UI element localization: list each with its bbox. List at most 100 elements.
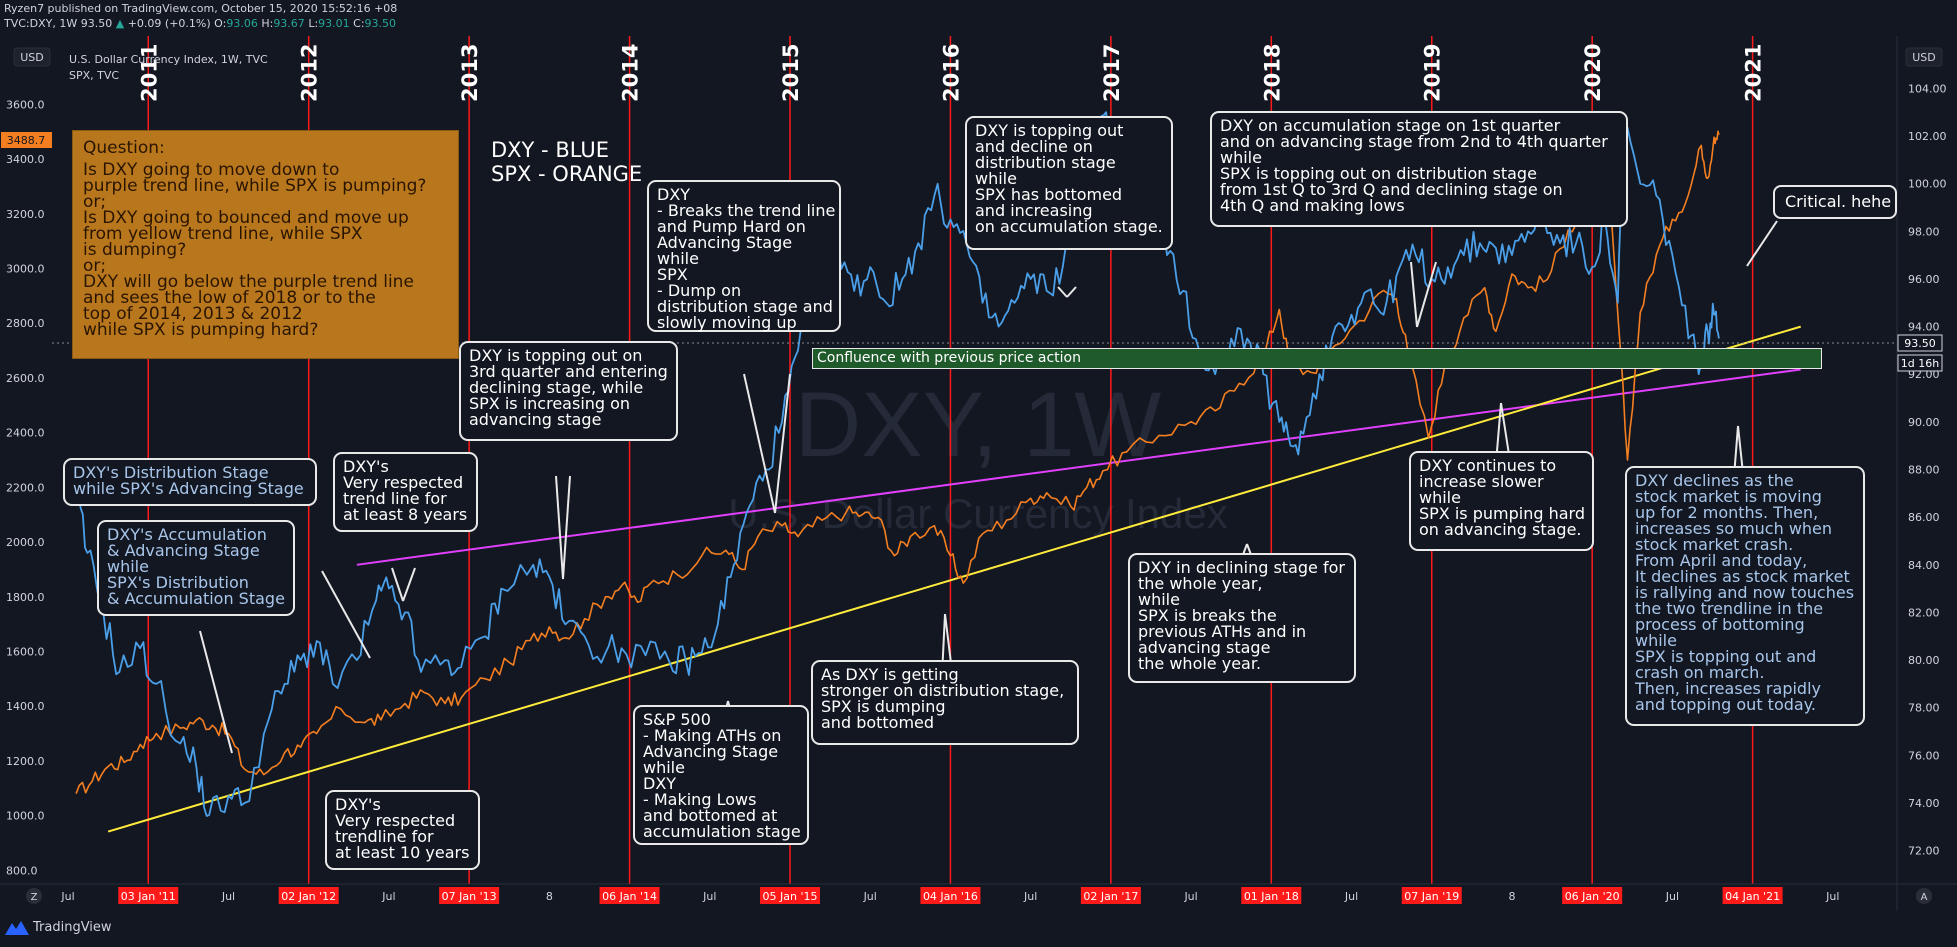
annotation-line: the two trendline in the (1635, 599, 1824, 618)
left-currency-badge (13, 47, 51, 67)
x-tick-label: Jul (702, 890, 716, 903)
low-label: L: (308, 17, 319, 30)
legend-overlay-series[interactable]: SPX, TVC (69, 69, 120, 82)
year-marker-label: 2012 (298, 44, 322, 102)
annotation-line: 4th Q and making lows (1220, 196, 1405, 215)
annotation-line: It declines as stock market (1635, 567, 1850, 586)
annotation-line: and on advancing stage from 2nd to 4th q… (1220, 132, 1608, 151)
annotation-line: DXY (643, 774, 677, 793)
year-marker-label: 2013 (458, 44, 482, 102)
tradingview-logo[interactable]: TradingView (5, 919, 112, 935)
annotation-line: while (1220, 148, 1262, 167)
annotation-line: 3rd quarter and entering (469, 362, 668, 381)
annotation-line: while SPX's Advancing Stage (73, 479, 304, 498)
x-tick-label: Jul (60, 890, 74, 903)
annotation-line: while (107, 557, 149, 576)
annotation-decline2017[interactable]: DXY in declining stage for the whole year… (1128, 553, 1356, 683)
x-tick-label: 8 (546, 890, 553, 903)
annotation-line: DXY declines as the (1635, 471, 1794, 490)
annotation-slower2019[interactable]: DXY continues to increase slower while SPX … (1409, 451, 1594, 551)
date-marker-label: 05 Jan '15 (763, 890, 818, 903)
year-marker-label: 2014 (619, 44, 643, 102)
left-axis-tick: 1800.0 (6, 591, 45, 604)
question-line: Question: (83, 138, 165, 158)
left-currency-label: USD (20, 51, 44, 64)
x-tick-label: Jul (381, 890, 395, 903)
left-axis-tick: 2800.0 (6, 317, 45, 330)
dxy-last-price: 93.50 (1904, 337, 1936, 350)
annotation-decline2020[interactable]: DXY declines as the stock market is movin… (1625, 466, 1865, 726)
date-marker-label: 04 Jan '16 (923, 890, 978, 903)
right-axis-tick: 104.00 (1908, 82, 1947, 95)
annotation-line: stronger on distribution stage, (821, 681, 1065, 700)
annotation-accum2018[interactable]: DXY on accumulation stage on 1st quarter… (1210, 111, 1628, 227)
annotation-line: on accumulation stage. (975, 217, 1163, 236)
annotation-top2013[interactable]: DXY is topping out on 3rd quarter and ent… (459, 341, 678, 441)
annotation-trend8[interactable]: DXY's Very respected trend line for at leas… (333, 452, 478, 532)
year-marker-label: 2016 (939, 44, 963, 102)
left-axis-tick: 1200.0 (6, 755, 45, 768)
annotation-trend10[interactable]: DXY's Very respected trendline for at least… (325, 790, 480, 870)
annotation-line: SPX is breaks the (1138, 606, 1277, 625)
annotation-sp500[interactable]: S&P 500- Making ATHs on Advancing Stage wh… (633, 705, 809, 845)
legend-main-series[interactable]: U.S. Dollar Currency Index, 1W, TVC (69, 53, 268, 66)
purple-trend-line[interactable] (356, 368, 1801, 566)
question-line: and sees the low of 2018 or to the (83, 288, 376, 308)
annotation-line: - Dump on (657, 281, 742, 300)
yellow-trend-line[interactable] (107, 325, 1802, 833)
auto-scale-button[interactable] (1916, 888, 1932, 904)
date-marker-label: 04 Jan '21 (1725, 890, 1780, 903)
right-axis-tick: 102.00 (1908, 130, 1947, 143)
year-marker-label: 2021 (1742, 44, 1766, 102)
left-axis-tick: 800.0 (6, 864, 38, 877)
color-key: DXY - BLUE SPX - ORANGE (491, 138, 642, 186)
zoom-left-button[interactable] (26, 888, 42, 904)
annotation-top2016[interactable]: DXY is topping out and decline on distribu… (965, 116, 1173, 250)
annotation-line: SPX (657, 265, 688, 284)
annotation-line: at least 8 years (343, 505, 468, 524)
annotation-distribution[interactable]: DXY's Distribution Stage while SPX's Adva… (63, 458, 317, 506)
right-axis-tick: 98.00 (1908, 225, 1940, 238)
right-axis-tick: 82.00 (1908, 606, 1940, 619)
question-line: DXY will go below the purple trend line (83, 272, 414, 292)
annotation-line: SPX has bottomed (975, 185, 1123, 204)
date-marker-tag (1562, 887, 1623, 904)
annotation-line: Then, increases rapidly (1635, 679, 1821, 698)
annotation-line: DXY's (343, 457, 389, 476)
year-marker-label: 2018 (1260, 44, 1284, 102)
annotation-pump2014[interactable]: DXY - Breaks the trend line and Pump Hard … (647, 180, 841, 332)
annotation-line: SPX is dumping (821, 697, 946, 716)
annotation-line: and decline on (975, 137, 1093, 156)
annotation-line: trendline for (335, 827, 434, 846)
date-marker-label: 02 Jan '12 (281, 890, 336, 903)
dxy-last-price-tag (1897, 334, 1943, 352)
annotation-line: slowly moving up (657, 313, 797, 332)
x-tick-label: Jul (1023, 890, 1037, 903)
x-tick-label: 8 (1508, 890, 1515, 903)
annotation-line: DXY's (335, 795, 381, 814)
question-line: while SPX is pumping hard? (83, 320, 319, 340)
annotation-line: and bottomed at (643, 806, 778, 825)
critical-note[interactable]: Critical. hehe (1773, 185, 1897, 219)
annotation-line: up for 2 months. Then, (1635, 503, 1819, 522)
date-marker-label: 01 Jan '18 (1244, 890, 1299, 903)
date-marker-tag (1401, 887, 1462, 904)
confluence-label: Confluence with previous price action (817, 350, 1081, 366)
annotation-line: - Making Lows (643, 790, 757, 809)
annotation-accumulation[interactable]: DXY's Accumulation & Advancing Stage while… (97, 520, 295, 616)
date-marker-label: 03 Jan '11 (121, 890, 176, 903)
question-line: from yellow trend line, while SPX (83, 224, 363, 244)
annotation-stronger[interactable]: As DXY is getting stronger on distributio… (811, 660, 1079, 745)
annotation-line: - Making ATHs on (643, 726, 782, 745)
annotation-line: stock market is moving (1635, 487, 1822, 506)
confluence-zone[interactable]: Confluence with previous price action (812, 348, 1822, 369)
spx-series-line[interactable] (75, 130, 1720, 794)
date-marker-tag (278, 887, 339, 904)
left-axis-tick: 2600.0 (6, 372, 45, 385)
date-marker-tag (118, 887, 179, 904)
right-axis-tick: 74.00 (1908, 797, 1940, 810)
annotation-line: while (1419, 488, 1461, 507)
right-axis-tick: 88.00 (1908, 464, 1940, 477)
annotation-line: SPX is increasing on (469, 394, 631, 413)
question-line: purple trend line, while SPX is pumping? (83, 176, 427, 196)
